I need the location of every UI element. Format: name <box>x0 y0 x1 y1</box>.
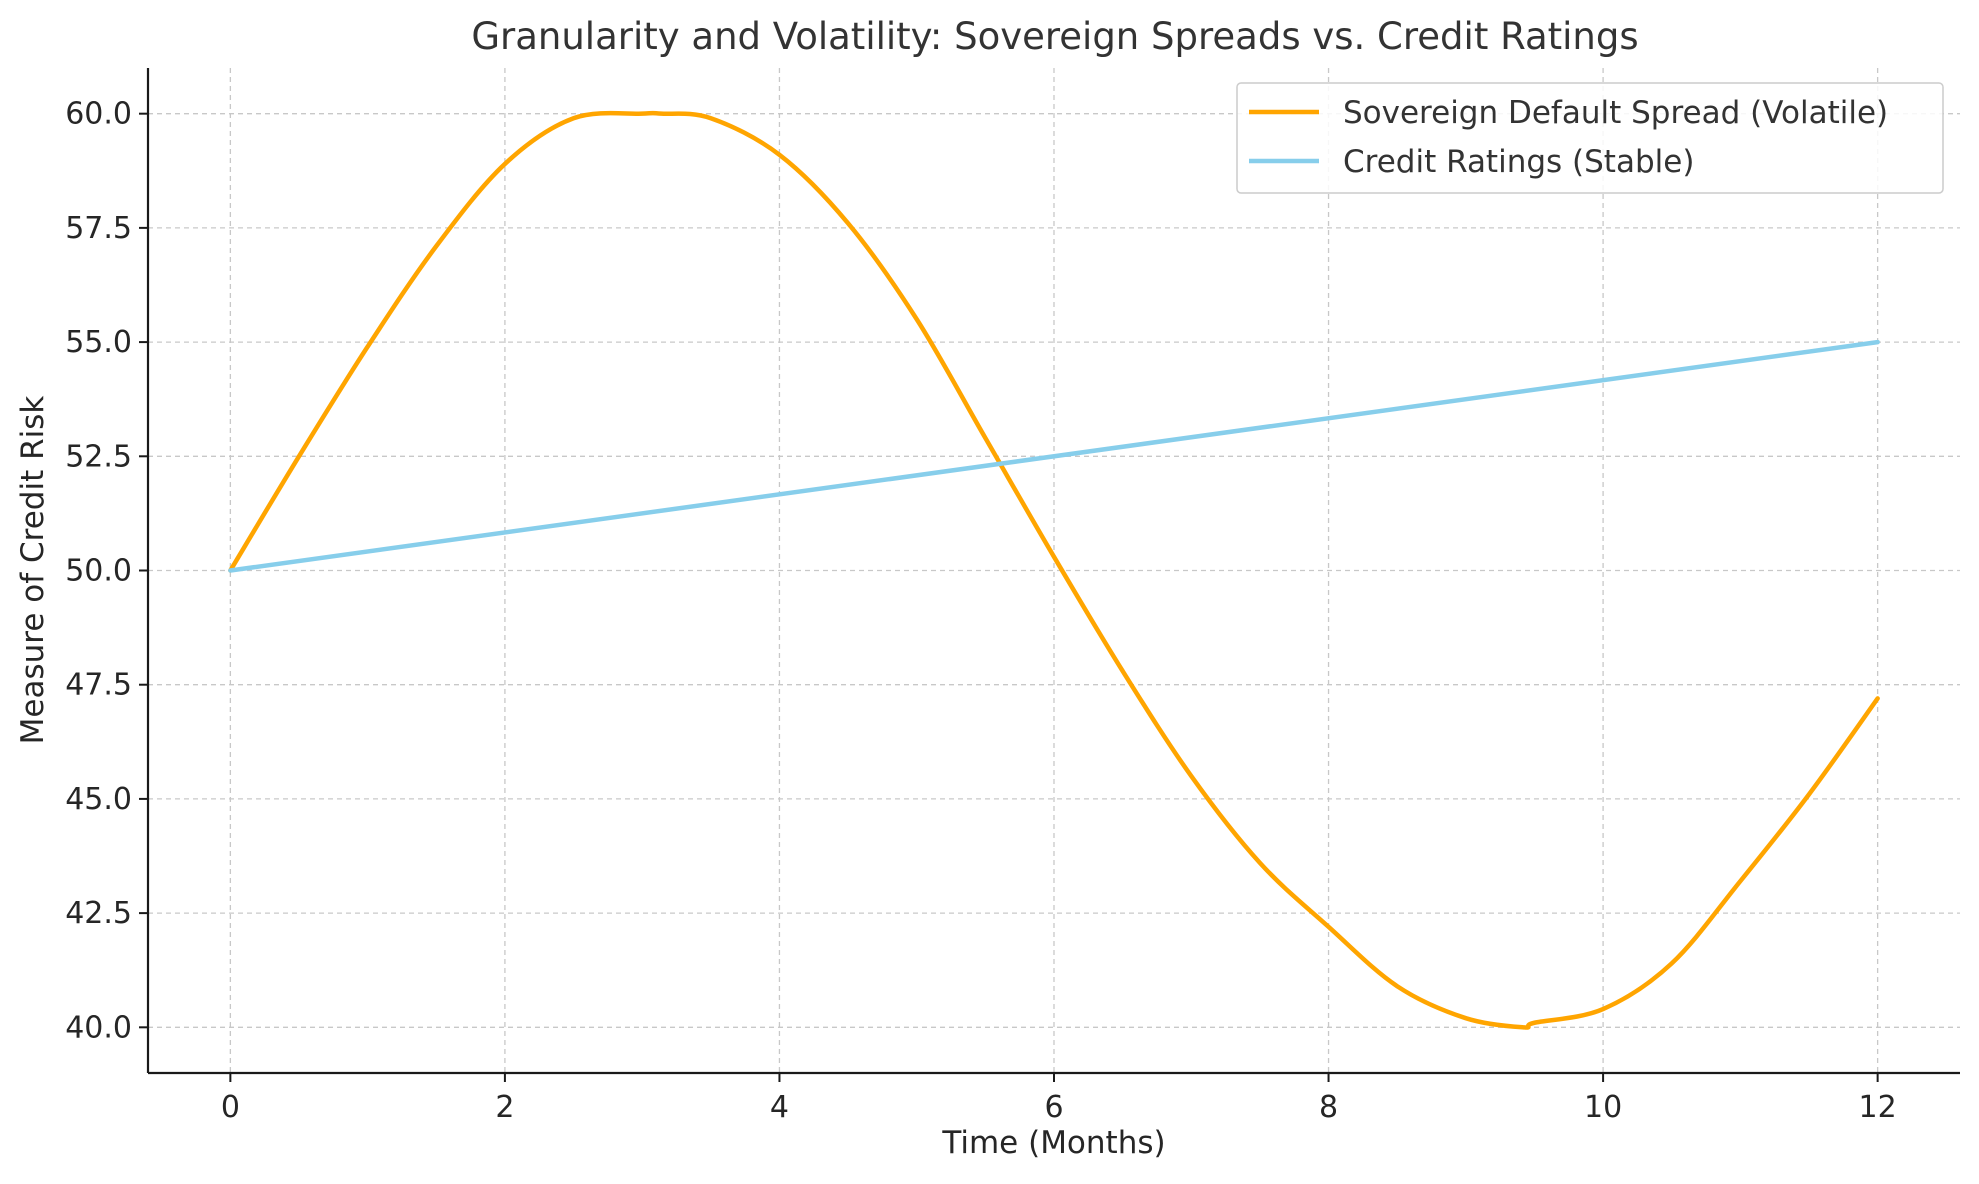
x-tick-label: 8 <box>1319 1090 1338 1125</box>
x-tick-label: 10 <box>1584 1090 1622 1125</box>
y-tick-label: 52.5 <box>65 439 132 474</box>
tick-labels: 0 2 4 6 8 10 12 40.0 42.5 45.0 47.5 50.0 52.5 55.0 57.… <box>65 97 1897 1125</box>
x-axis-label: Time (Months) <box>941 1125 1165 1161</box>
legend: Sovereign Default Spread (Volatile) Credi… <box>1236 82 1944 194</box>
y-tick-label: 55.0 <box>65 325 132 360</box>
legend-label: Sovereign Default Spread (Volatile) <box>1343 95 1888 131</box>
series-line-sovereign-spread <box>228 110 1880 1030</box>
series-lines <box>228 110 1880 1030</box>
y-tick-label: 50.0 <box>65 554 132 589</box>
series-line-credit-ratings <box>228 339 1880 573</box>
y-tick-label: 47.5 <box>65 668 132 703</box>
legend-box <box>1236 82 1944 194</box>
y-tick-label: 40.0 <box>65 1010 132 1045</box>
grid-lines <box>148 68 1960 1073</box>
y-tick-label: 45.0 <box>65 782 132 817</box>
x-tick-label: 2 <box>495 1090 514 1125</box>
legend-label: Credit Ratings (Stable) <box>1343 144 1694 180</box>
y-axis-label: Measure of Credit Risk <box>15 396 51 745</box>
y-tick-label: 57.5 <box>65 211 132 246</box>
chart-title: Granularity and Volatility: Sovereign Sp… <box>471 15 1638 58</box>
x-tick-label: 6 <box>1044 1090 1063 1125</box>
y-tick-label: 60.0 <box>65 97 132 132</box>
x-tick-label: 4 <box>770 1090 789 1125</box>
x-tick-label: 12 <box>1859 1090 1897 1125</box>
y-tick-label: 42.5 <box>65 896 132 931</box>
x-tick-label: 0 <box>221 1090 240 1125</box>
